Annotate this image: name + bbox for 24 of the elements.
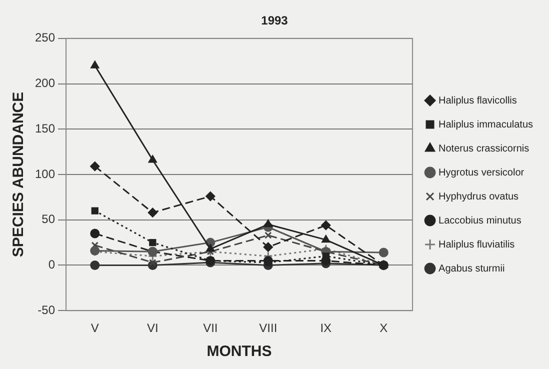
chart-title: 1993 [261, 14, 288, 28]
y-axis-title: SPECIES ABUNDANCE [10, 92, 28, 258]
y-tick-label: 250 [34, 30, 56, 45]
legend-label: Haliplus fluviatilis [438, 239, 515, 250]
x-tick-label: VI [146, 321, 158, 336]
y-tick-label: 150 [34, 121, 56, 136]
legend-label: Hyphydrus ovatus [438, 191, 519, 202]
legend-label: Haliplus immaculatus [438, 119, 534, 130]
y-tick-label: 200 [34, 76, 56, 90]
x-tick-label: VIII [259, 321, 278, 336]
legend-label: Agabus sturmii [438, 263, 505, 274]
legend-label: Hygrotus versicolor [438, 167, 525, 178]
x-tick-label: V [90, 321, 99, 336]
y-tick-label: 100 [34, 166, 56, 181]
y-tick-label: 0 [48, 258, 56, 272]
legend-label: Haliplus flavicollis [438, 95, 517, 106]
x-tick-label: VII [203, 321, 218, 336]
x-tick-label: IX [320, 321, 332, 336]
x-tick-label: X [380, 321, 388, 336]
y-tick-label: 50 [42, 212, 56, 226]
legend-label: Noterus crassicornis [438, 143, 530, 154]
y-tick-label: -50 [38, 302, 56, 317]
x-axis-title: MONTHS [206, 343, 272, 360]
legend-label: Laccobius minutus [438, 215, 522, 226]
